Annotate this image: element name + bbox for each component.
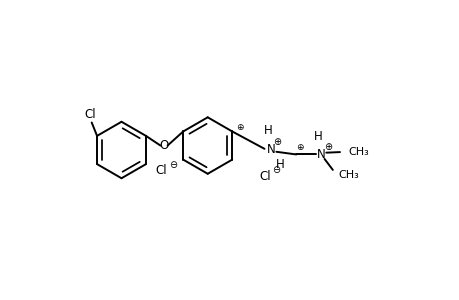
Text: ⊖: ⊖ — [272, 165, 280, 175]
Text: Cl: Cl — [84, 108, 96, 121]
Text: ⊕: ⊕ — [235, 123, 243, 132]
Text: H: H — [263, 124, 273, 137]
Text: N: N — [266, 143, 275, 156]
Text: Cl: Cl — [156, 164, 167, 177]
Text: ⊖: ⊖ — [169, 160, 177, 170]
Text: ⊕: ⊕ — [323, 142, 331, 152]
Text: ⊕: ⊕ — [273, 137, 281, 147]
Text: ⊕: ⊕ — [296, 143, 303, 152]
Text: Cl: Cl — [259, 170, 270, 183]
Text: H: H — [275, 158, 284, 171]
Text: CH₃: CH₃ — [338, 170, 359, 180]
Text: H: H — [313, 130, 322, 143]
Text: CH₃: CH₃ — [347, 147, 368, 157]
Text: N: N — [316, 148, 325, 161]
Text: O: O — [159, 139, 168, 152]
